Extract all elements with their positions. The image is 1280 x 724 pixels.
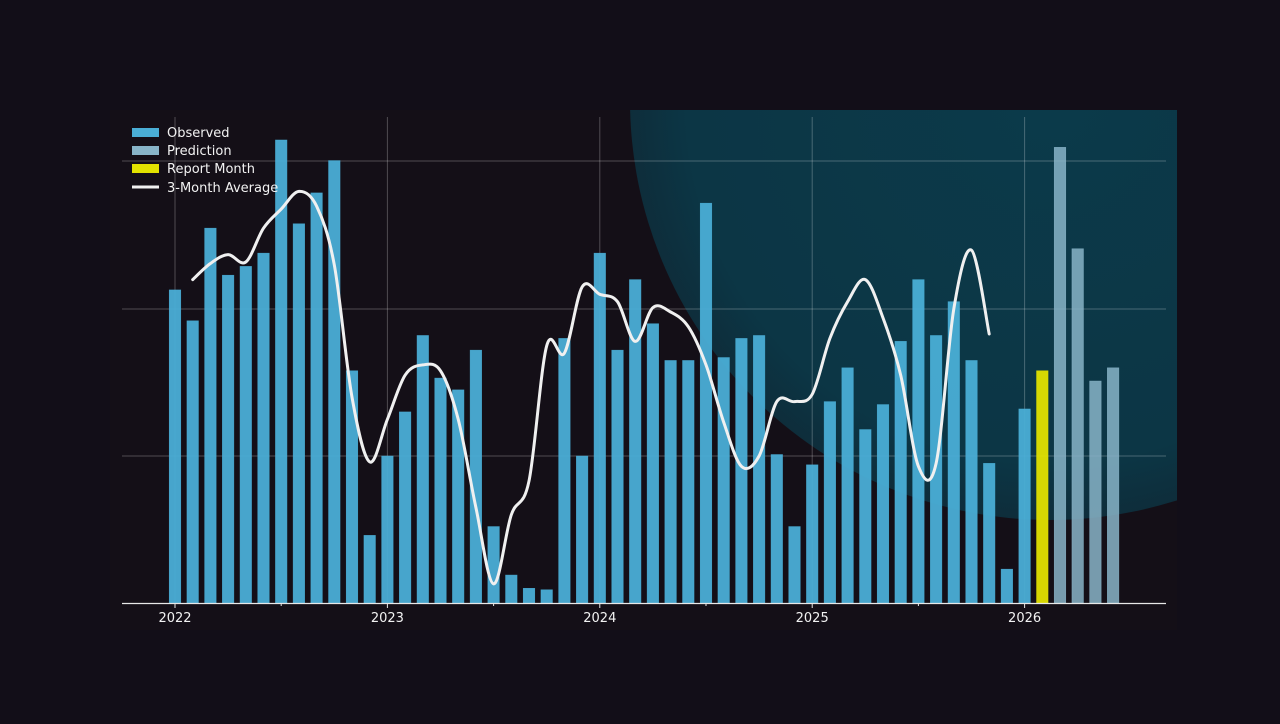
- bar-observed: [646, 323, 659, 604]
- bar-observed: [204, 227, 217, 604]
- x-tick-label: 2022: [158, 611, 191, 626]
- bar-prediction: [1053, 147, 1067, 604]
- bar-observed: [912, 279, 925, 604]
- bar-observed: [735, 338, 748, 604]
- bar-observed: [682, 360, 695, 604]
- bar-observed: [540, 589, 553, 604]
- x-axis-ticks: 2022 2023 2024 2025 2026: [158, 603, 1041, 626]
- x-tick-label: 2025: [796, 611, 829, 626]
- bar-observed: [416, 335, 429, 604]
- bar-observed: [859, 429, 872, 604]
- bar-observed: [983, 463, 996, 604]
- bar-observed: [823, 401, 836, 604]
- bar-report-month: [1036, 370, 1049, 604]
- bar-observed: [222, 274, 235, 604]
- bar-observed: [770, 454, 783, 604]
- bar-observed: [469, 349, 482, 604]
- bar-observed: [788, 526, 801, 604]
- bar-observed: [629, 279, 642, 604]
- bar-observed: [363, 535, 376, 604]
- bar-observed: [310, 192, 323, 604]
- x-tick-label: 2023: [371, 611, 404, 626]
- bar-observed: [1018, 408, 1031, 604]
- bar-observed: [699, 202, 713, 604]
- bar-observed: [168, 289, 182, 604]
- bar-observed: [876, 404, 890, 604]
- average-line: [191, 189, 991, 586]
- bar-prediction: [1071, 248, 1084, 604]
- bar-observed: [522, 588, 536, 604]
- legend-label-average: 3-Month Average: [167, 181, 278, 196]
- bar-observed: [239, 266, 252, 604]
- bar-prediction: [1089, 380, 1102, 604]
- bar-observed: [806, 464, 819, 604]
- bar-observed: [576, 455, 589, 604]
- legend: Observed Prediction Report Month 3-Month…: [132, 126, 278, 196]
- legend-label-observed: Observed: [167, 126, 230, 141]
- bar-observed: [611, 349, 624, 604]
- bar-observed: [487, 526, 500, 604]
- bar-observed: [558, 338, 571, 604]
- bar-observed: [717, 357, 730, 604]
- bar-observed: [753, 335, 766, 604]
- bar-observed: [434, 377, 447, 604]
- bar-observed: [186, 320, 199, 604]
- bar-observed: [841, 367, 854, 604]
- bar-prediction: [1107, 367, 1120, 604]
- bar-observed: [381, 455, 394, 604]
- legend-label-prediction: Prediction: [167, 144, 232, 159]
- legend-swatch-observed: [132, 128, 159, 137]
- legend-label-report-month: Report Month: [167, 162, 255, 177]
- legend-swatch-prediction: [132, 146, 159, 155]
- bar-observed: [345, 370, 359, 604]
- bar-observed: [965, 360, 978, 604]
- legend-swatch-report-month: [132, 164, 159, 173]
- x-tick-label: 2024: [583, 611, 616, 626]
- bar-observed: [1000, 568, 1013, 604]
- x-tick-label: 2026: [1008, 611, 1041, 626]
- bar-observed: [399, 411, 412, 604]
- bar-observed: [593, 252, 606, 604]
- bar-observed: [664, 360, 677, 604]
- bar-observed: [505, 574, 518, 604]
- bar-observed: [257, 252, 270, 604]
- bar-observed: [292, 223, 305, 604]
- bar-observed: [328, 160, 341, 604]
